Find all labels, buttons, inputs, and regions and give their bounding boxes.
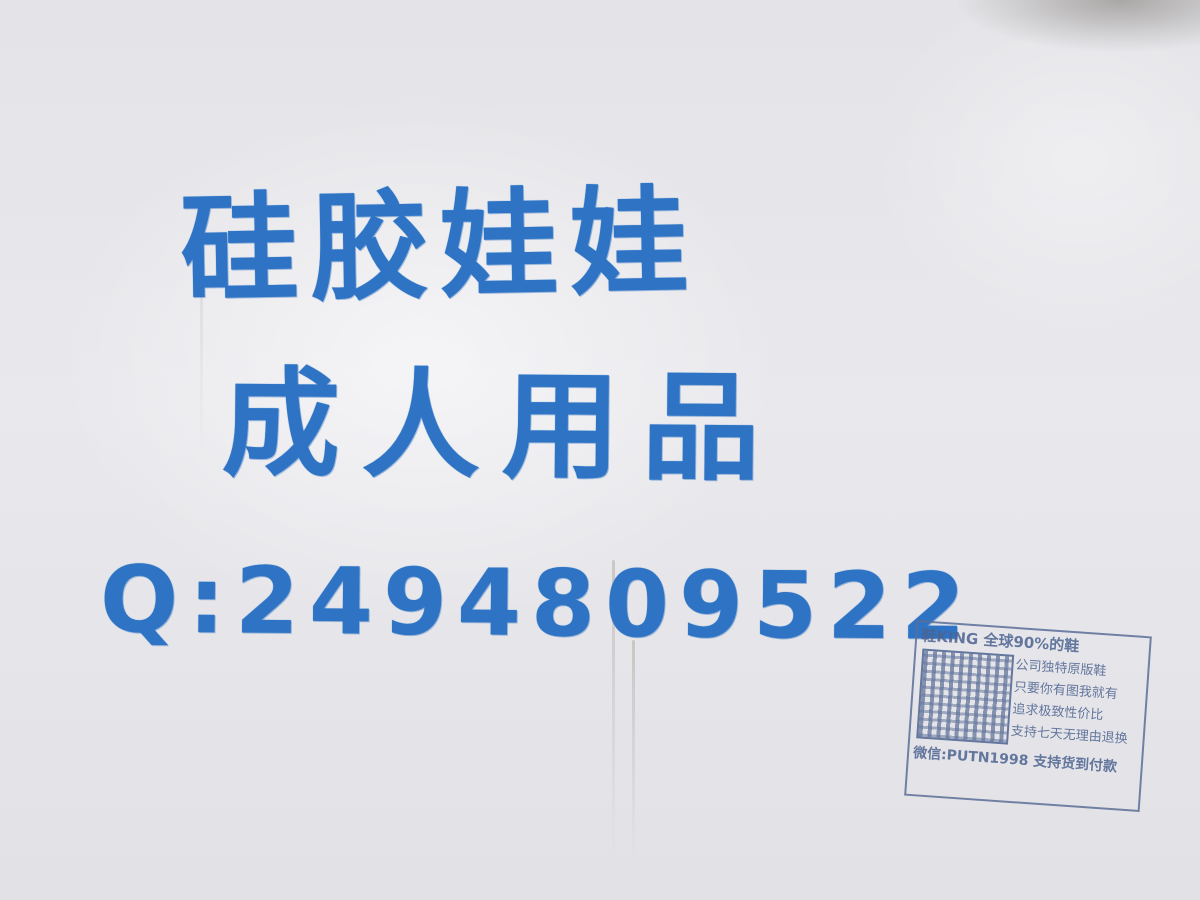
water-stain: [200, 260, 203, 460]
graffiti-text-line-1: 硅胶娃娃: [179, 172, 702, 320]
qr-code-icon: [916, 648, 1015, 745]
graffiti-text-line-2: 成人用品: [221, 354, 783, 498]
water-stain: [612, 560, 615, 860]
water-stain: [632, 640, 635, 860]
corner-shadow: [860, 0, 1200, 90]
graffiti-contact-number: Q:2494809522: [99, 546, 976, 661]
stamp-text-block: 公司独特原版鞋 只要你有图我就有 追求极致性价比 支持七天无理由退换: [1010, 655, 1133, 751]
ink-stamp: 鞋KING 全球90%的鞋 公司独特原版鞋 只要你有图我就有 追求极致性价比 支…: [904, 619, 1152, 813]
